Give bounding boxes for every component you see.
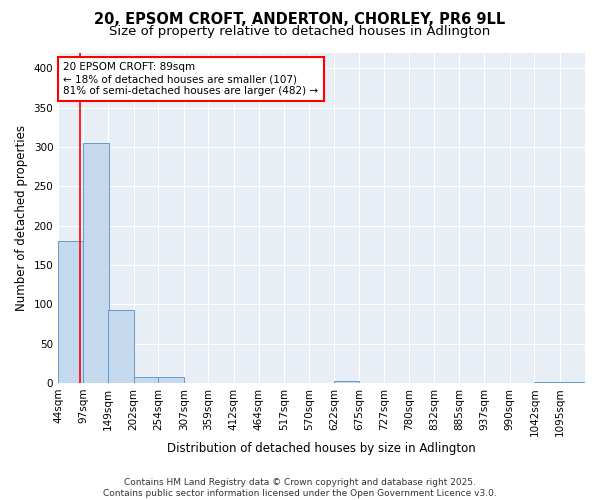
Bar [108,310,134,383]
Bar [560,382,585,383]
Bar [535,382,560,383]
Text: Contains HM Land Registry data © Crown copyright and database right 2025.
Contai: Contains HM Land Registry data © Crown c… [103,478,497,498]
Text: Size of property relative to detached houses in Adlington: Size of property relative to detached ho… [109,25,491,38]
Bar [158,376,184,383]
Bar [58,242,83,383]
Text: 20 EPSOM CROFT: 89sqm
← 18% of detached houses are smaller (107)
81% of semi-det: 20 EPSOM CROFT: 89sqm ← 18% of detached … [64,62,319,96]
Bar [134,376,159,383]
X-axis label: Distribution of detached houses by size in Adlington: Distribution of detached houses by size … [167,442,476,455]
Text: 20, EPSOM CROFT, ANDERTON, CHORLEY, PR6 9LL: 20, EPSOM CROFT, ANDERTON, CHORLEY, PR6 … [94,12,506,28]
Bar [83,143,109,383]
Bar [334,380,359,383]
Y-axis label: Number of detached properties: Number of detached properties [15,124,28,310]
